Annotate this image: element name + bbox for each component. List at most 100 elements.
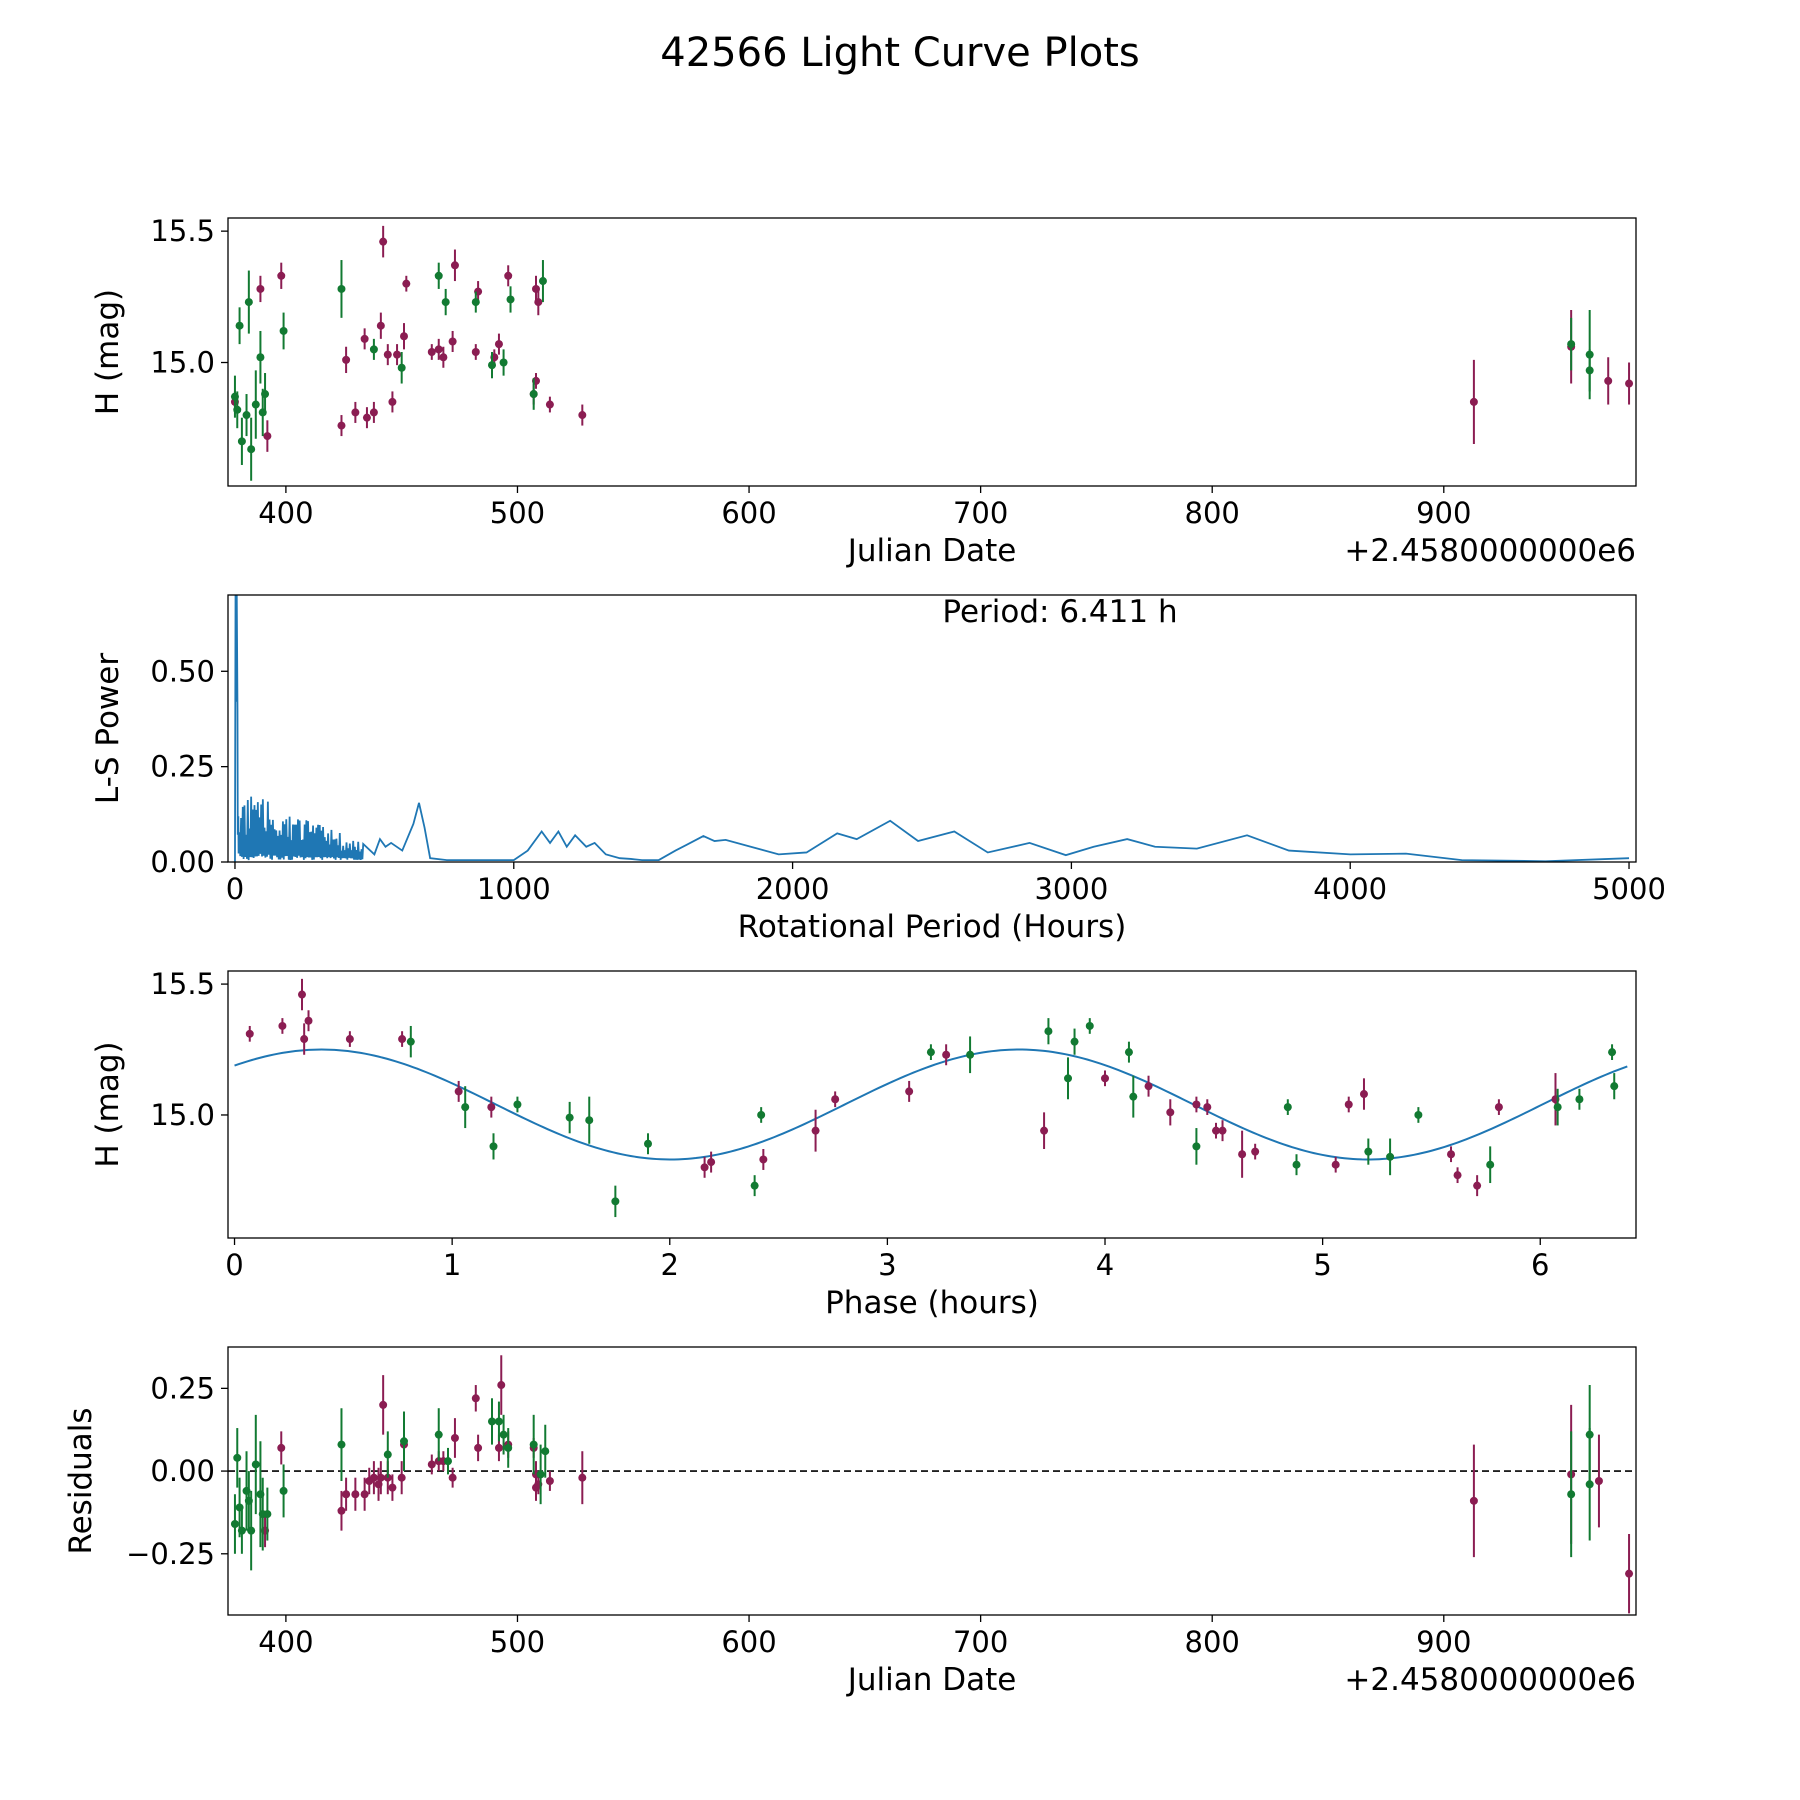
data-point [1453, 1171, 1462, 1180]
data-point [237, 1526, 246, 1535]
x-tick-label: 400 [258, 496, 313, 530]
data-point [757, 1110, 766, 1119]
plot-area [234, 978, 1628, 1218]
x-tick-label: 0 [226, 872, 244, 906]
data-point [545, 1477, 554, 1485]
data-point [1494, 1103, 1503, 1112]
data-point [278, 1021, 287, 1030]
y-tick-label: 15.0 [150, 1098, 215, 1132]
data-point [434, 345, 443, 354]
axes-frame [227, 1346, 1637, 1616]
data-point [383, 1450, 392, 1459]
x-tick-label: 500 [490, 1625, 545, 1659]
x-tick-label: 1 [443, 1248, 461, 1282]
x-tick-label: 5000 [1592, 872, 1666, 906]
data-point [360, 334, 369, 343]
data-point [1359, 1090, 1368, 1099]
data-point [244, 298, 253, 307]
y-axis-label: H (mag) [90, 1041, 126, 1167]
data-point [427, 1460, 436, 1469]
data-point [342, 1490, 351, 1499]
data-point [1070, 1037, 1079, 1046]
y-axis-label: L-S Power [90, 653, 126, 804]
data-point [499, 358, 508, 367]
data-point [541, 1447, 550, 1456]
y-tick-label: 0.00 [150, 1454, 215, 1488]
x-tick-label: 4000 [1313, 872, 1387, 906]
data-point [235, 321, 244, 330]
x-offset-text: +2.4580000000e6 [1344, 533, 1636, 569]
periodogram-line [234, 595, 1630, 862]
data-point [499, 1430, 508, 1439]
data-point [261, 390, 270, 399]
data-point [279, 1486, 288, 1495]
data-point [1218, 1126, 1227, 1135]
data-point [611, 1197, 620, 1206]
data-point [488, 361, 496, 370]
data-point [245, 1029, 254, 1038]
data-point [242, 411, 251, 420]
x-tick-label: 900 [1416, 1625, 1471, 1659]
x-tick-label: 800 [1185, 496, 1240, 530]
y-tick-label: 15.5 [150, 214, 215, 248]
x-tick-label: 700 [953, 1625, 1008, 1659]
data-point [277, 1443, 286, 1452]
x-axis-label: Rotational Period (Hours) [738, 909, 1127, 945]
y-axis-label: H (mag) [90, 289, 126, 415]
data-point [1625, 1569, 1634, 1578]
data-point [369, 345, 378, 354]
data-point [1585, 366, 1594, 375]
x-tick-label: 4 [1096, 1248, 1114, 1282]
y-tick-label: 0.25 [150, 750, 215, 784]
x-tick-label: 0 [225, 1248, 243, 1282]
x-tick-label: 3 [878, 1248, 896, 1282]
data-point [966, 1050, 975, 1059]
x-axis-label: Julian Date [846, 1662, 1017, 1698]
data-point [1251, 1147, 1260, 1156]
data-point [1553, 1103, 1562, 1112]
x-tick-label: 1000 [477, 872, 551, 906]
data-point [427, 348, 436, 356]
data-point [345, 1035, 354, 1044]
data-point [434, 1430, 443, 1439]
data-point [1124, 1048, 1133, 1057]
x-tick-label: 600 [721, 1625, 776, 1659]
data-point [494, 340, 503, 349]
data-point [942, 1050, 951, 1059]
data-point [831, 1095, 840, 1104]
data-point [905, 1087, 914, 1096]
data-point [1414, 1110, 1423, 1119]
data-point [337, 284, 346, 293]
data-point [439, 353, 448, 362]
x-tick-label: 600 [721, 496, 776, 530]
data-point [504, 271, 513, 280]
data-point [450, 261, 459, 270]
data-point [400, 1437, 408, 1446]
x-tick-label: 500 [490, 496, 545, 530]
data-point [233, 1453, 242, 1462]
y-tick-label: 0.25 [150, 1371, 215, 1405]
x-tick-label: 6 [1531, 1248, 1549, 1282]
data-point [230, 1520, 239, 1529]
data-point [489, 1142, 498, 1151]
data-point [263, 1510, 272, 1519]
light-curve-panel: 400 500 600 700 800 900 15.0 15.5 Julian Date H (… [90, 214, 1637, 569]
data-point [256, 284, 265, 293]
data-point [1064, 1074, 1073, 1083]
period-annotation: Period: 6.411 h [942, 594, 1177, 630]
data-point [471, 1394, 480, 1403]
data-point [369, 1473, 378, 1482]
data-point [504, 1443, 513, 1452]
data-point [369, 408, 378, 417]
data-point [1040, 1126, 1049, 1135]
data-point [494, 1443, 503, 1452]
data-point [1044, 1027, 1053, 1036]
y-tick-label: 15.5 [150, 967, 215, 1001]
data-point [1364, 1147, 1373, 1156]
data-point [585, 1116, 594, 1125]
data-point [251, 1460, 260, 1469]
data-point [247, 1526, 256, 1535]
y-axis-label: Residuals [63, 1407, 99, 1554]
